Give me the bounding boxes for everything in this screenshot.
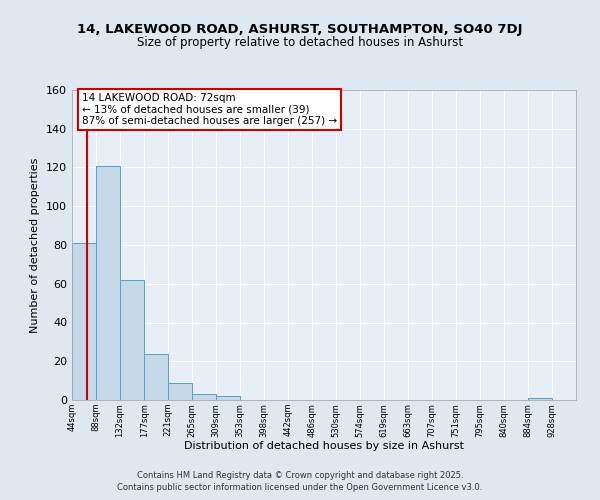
Text: 14 LAKEWOOD ROAD: 72sqm
← 13% of detached houses are smaller (39)
87% of semi-de: 14 LAKEWOOD ROAD: 72sqm ← 13% of detache… <box>82 93 337 126</box>
Text: 14, LAKEWOOD ROAD, ASHURST, SOUTHAMPTON, SO40 7DJ: 14, LAKEWOOD ROAD, ASHURST, SOUTHAMPTON,… <box>77 22 523 36</box>
Text: Contains HM Land Registry data © Crown copyright and database right 2025.: Contains HM Land Registry data © Crown c… <box>137 471 463 480</box>
Bar <box>168 382 192 400</box>
Bar <box>144 354 168 400</box>
Y-axis label: Number of detached properties: Number of detached properties <box>31 158 40 332</box>
Bar <box>120 280 144 400</box>
X-axis label: Distribution of detached houses by size in Ashurst: Distribution of detached houses by size … <box>184 441 464 451</box>
Text: Size of property relative to detached houses in Ashurst: Size of property relative to detached ho… <box>137 36 463 49</box>
Bar <box>216 396 240 400</box>
Bar <box>528 398 552 400</box>
Text: Contains public sector information licensed under the Open Government Licence v3: Contains public sector information licen… <box>118 484 482 492</box>
Bar <box>72 243 96 400</box>
Bar <box>96 166 120 400</box>
Bar <box>192 394 216 400</box>
